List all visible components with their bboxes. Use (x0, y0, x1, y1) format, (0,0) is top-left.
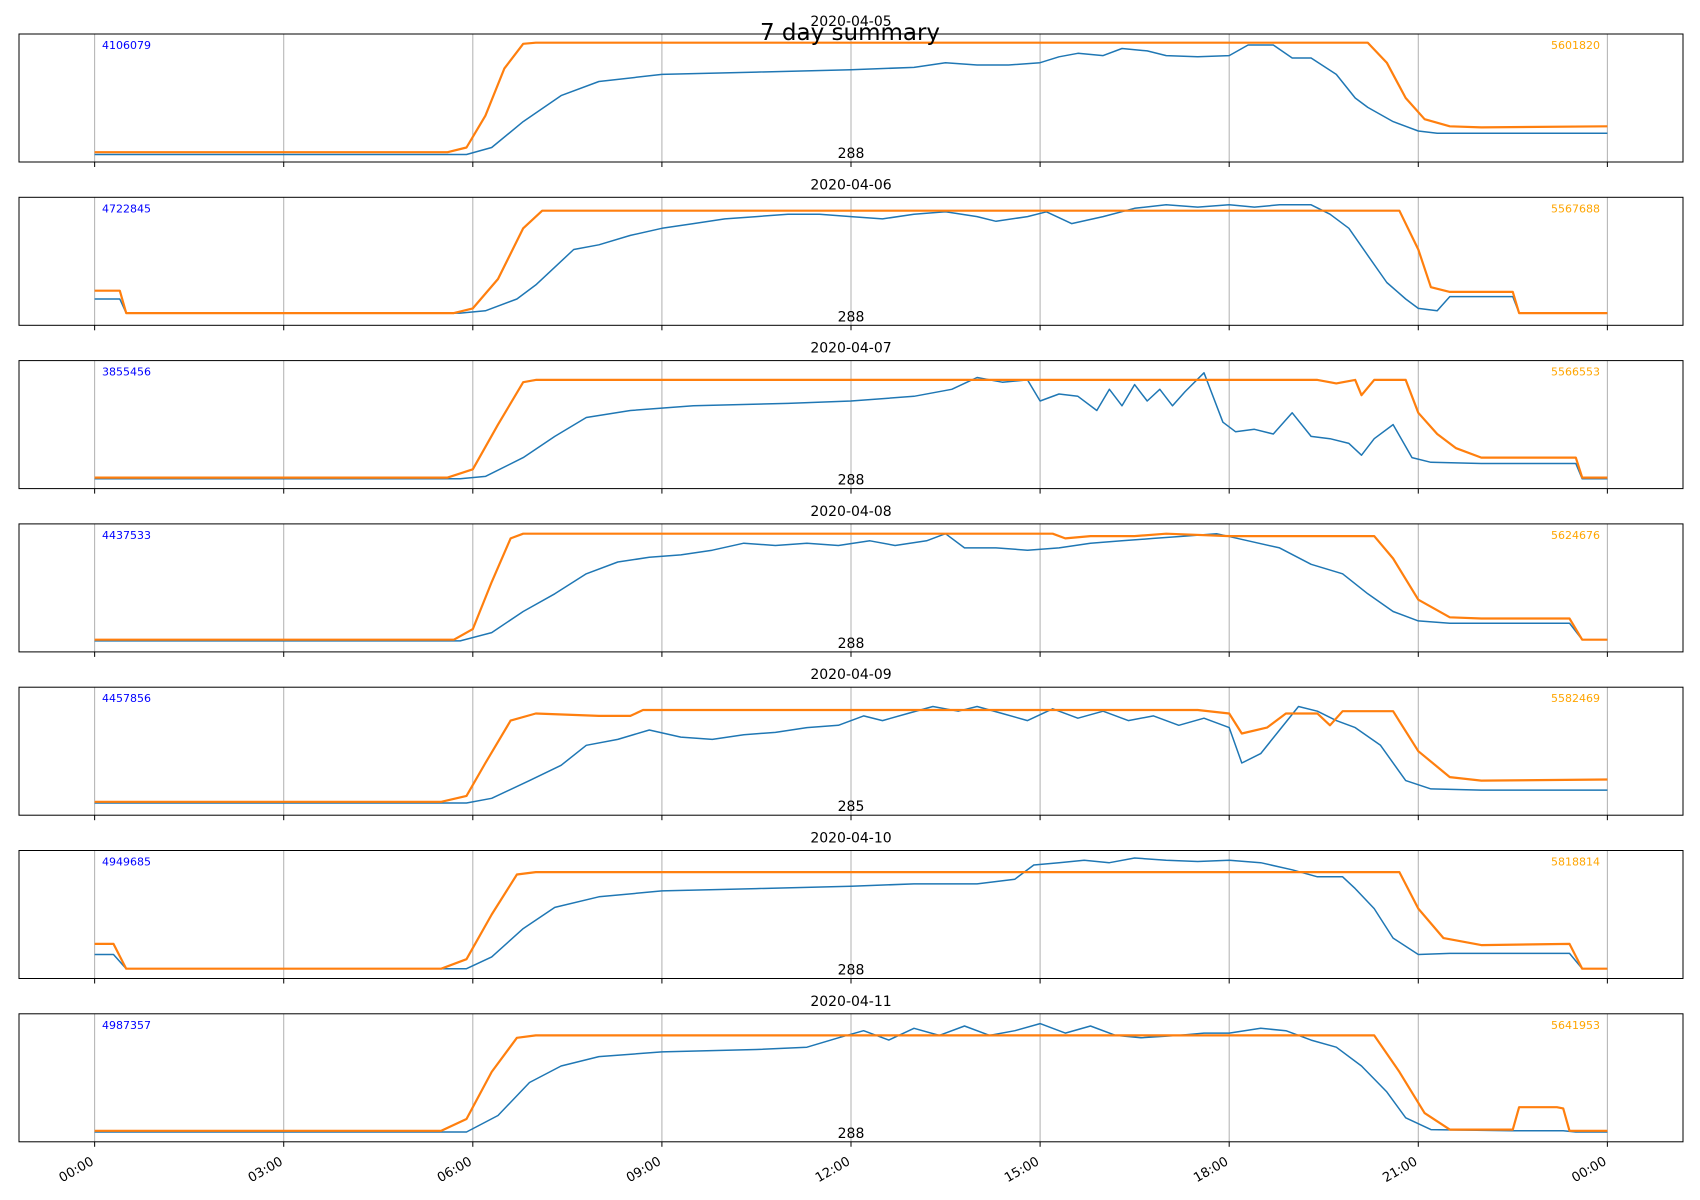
panel-count: 288 (838, 636, 865, 652)
series-orange (94, 41, 1608, 154)
panel-frame (18, 33, 1684, 163)
x-tick-label: 06:00 (435, 1154, 475, 1186)
x-tick-label: 03:00 (246, 1154, 286, 1186)
panel-right-value: 5601820 (1551, 39, 1600, 52)
series-blue (94, 532, 1608, 642)
panel-title: 2020-04-10 (810, 831, 891, 847)
panel-right-value: 5641953 (1551, 1019, 1600, 1032)
chart-title: 7 day summary (760, 20, 940, 46)
panel-right-value: 5624676 (1551, 529, 1600, 542)
series-orange (94, 708, 1608, 803)
series-blue (94, 705, 1608, 804)
panel-count: 288 (838, 1126, 865, 1142)
panel-count: 285 (838, 799, 865, 815)
series-blue (94, 204, 1608, 314)
x-tick-label: 00:00 (1569, 1154, 1609, 1186)
panel-left-value: 3855456 (102, 366, 151, 379)
panel-right-value: 5566553 (1551, 366, 1600, 379)
panel-frame (18, 1013, 1684, 1143)
series-orange (94, 209, 1608, 315)
series-blue (94, 857, 1608, 970)
x-tick-label: 15:00 (1002, 1154, 1042, 1186)
panel-left-value: 4987357 (102, 1019, 151, 1032)
x-tick-label: 12:00 (813, 1154, 853, 1186)
series-blue (94, 372, 1608, 480)
panel-left-value: 4106079 (102, 39, 151, 52)
panel-2020-04-10: 2020-04-10 288 4949685 5818814 (18, 831, 1684, 984)
panel-2020-04-06: 2020-04-06 288 4722845 5567688 (18, 177, 1684, 331)
panel-count: 288 (838, 473, 865, 489)
panel-2020-04-05: 2020-04-05 288 4106079 5601820 (18, 14, 1684, 167)
x-tick-label: 18:00 (1191, 1154, 1231, 1186)
panel-title: 2020-04-11 (810, 994, 891, 1010)
panel-2020-04-07: 2020-04-07 288 3855456 5566553 (18, 341, 1684, 494)
panel-title: 2020-04-05 (810, 14, 891, 30)
series-orange (94, 1034, 1608, 1132)
panel-count: 288 (838, 309, 865, 325)
x-tick-label: 00:00 (57, 1154, 97, 1186)
panel-count: 288 (838, 146, 865, 162)
panel-2020-04-09: 2020-04-09 285 4457856 5582469 (18, 667, 1684, 821)
panel-count: 288 (838, 963, 865, 979)
panel-left-value: 4457856 (102, 692, 151, 705)
panel-frame (18, 686, 1684, 816)
panel-frame (18, 196, 1684, 326)
panel-2020-04-11: 2020-04-11 288 4987357 5641953 (18, 994, 1684, 1147)
panel-title: 2020-04-09 (810, 667, 891, 683)
series-orange (94, 378, 1608, 479)
panel-right-value: 5567688 (1551, 202, 1600, 215)
panel-right-value: 5582469 (1551, 692, 1600, 705)
panel-left-value: 4949685 (102, 856, 151, 869)
panel-frame (18, 850, 1684, 979)
series-orange (94, 870, 1608, 970)
panel-frame (18, 523, 1684, 653)
panel-left-value: 4437533 (102, 529, 151, 542)
x-tick-label: 09:00 (624, 1154, 664, 1186)
panel-title: 2020-04-07 (810, 341, 891, 357)
series-blue (94, 44, 1608, 156)
panel-frame (18, 360, 1684, 490)
panel-title: 2020-04-06 (810, 177, 891, 193)
series-orange (94, 532, 1608, 641)
panel-right-value: 5818814 (1551, 856, 1600, 869)
series-blue (94, 1022, 1608, 1133)
chart-panels: 2020-04-05 288 4106079 5601820 2020-04-06 288… (18, 14, 1684, 1186)
panel-2020-04-08: 2020-04-08 288 4437533 5624676 (18, 504, 1684, 657)
panel-left-value: 4722845 (102, 202, 151, 215)
panel-title: 2020-04-08 (810, 504, 891, 520)
x-tick-label: 21:00 (1380, 1154, 1420, 1186)
